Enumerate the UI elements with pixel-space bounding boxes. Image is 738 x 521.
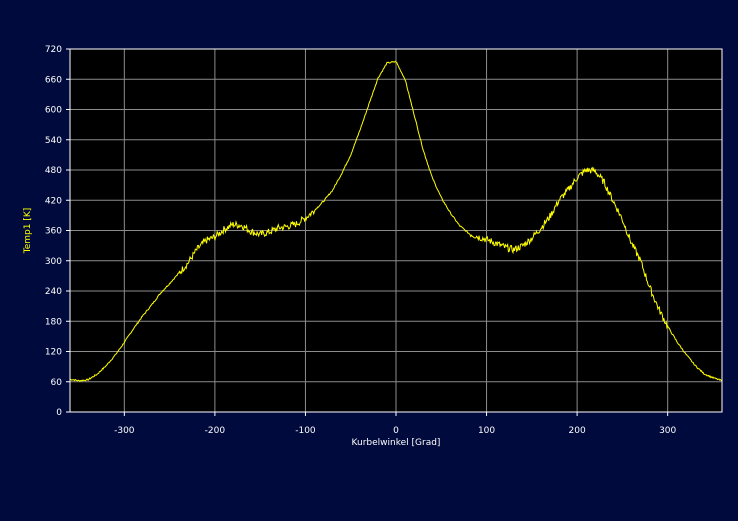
x-tick-label: -100 bbox=[295, 426, 316, 436]
y-tick-label: 120 bbox=[45, 348, 62, 358]
y-tick-label: 540 bbox=[45, 136, 62, 146]
x-tick-label: 200 bbox=[569, 426, 586, 436]
x-tick-label: -300 bbox=[114, 426, 135, 436]
grid bbox=[70, 49, 722, 412]
y-tick-label: 660 bbox=[45, 75, 62, 85]
x-axis-label: Kurbelwinkel [Grad] bbox=[352, 438, 441, 448]
x-tick-label: 300 bbox=[659, 426, 676, 436]
x-tick-label: 0 bbox=[393, 426, 399, 436]
y-tick-label: 180 bbox=[45, 317, 62, 327]
y-tick-label: 720 bbox=[45, 45, 62, 55]
y-tick-label: 420 bbox=[45, 196, 62, 206]
y-tick-label: 240 bbox=[45, 287, 62, 297]
y-tick-label: 360 bbox=[45, 227, 62, 237]
series-line bbox=[69, 60, 723, 383]
x-axis-ticks: -300 -200 -100 0 100 200 300 bbox=[114, 412, 677, 436]
y-tick-label: 60 bbox=[51, 378, 63, 388]
plot-frame bbox=[69, 48, 723, 413]
y-tick-label: 480 bbox=[45, 166, 62, 176]
y-tick-label: 300 bbox=[45, 257, 62, 267]
x-tick-label: -200 bbox=[205, 426, 226, 436]
y-axis-ticks: 0 60 120 180 240 300 360 420 480 540 600 660 720 bbox=[45, 45, 70, 418]
y-axis-label: Temp1 [K] bbox=[23, 208, 33, 255]
y-tick-label: 600 bbox=[45, 106, 62, 116]
y-tick-label: 0 bbox=[56, 408, 62, 418]
x-tick-label: 100 bbox=[478, 426, 495, 436]
